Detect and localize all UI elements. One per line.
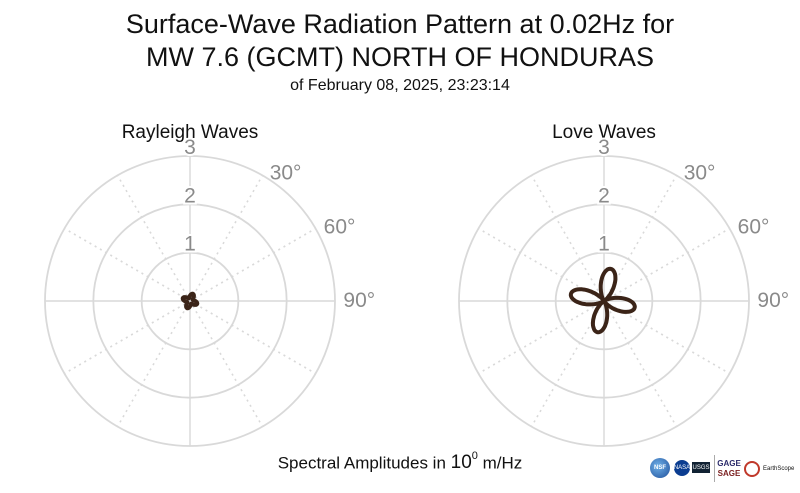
- radial-tick-label: 1: [598, 233, 610, 256]
- radial-gridline-dotted: [530, 175, 605, 302]
- nsf-logo: NSF: [650, 458, 670, 478]
- angle-tick-label: 60°: [324, 215, 356, 238]
- caption-base: 10: [450, 452, 472, 474]
- radial-gridline-dotted: [603, 227, 730, 302]
- range-ring: [92, 203, 288, 399]
- radial-tick-label: 2: [184, 184, 196, 207]
- radial-tick-label: 1: [184, 233, 196, 256]
- radial-gridline-dotted: [189, 300, 316, 375]
- range-ring: [44, 155, 336, 447]
- range-ring: [140, 251, 240, 351]
- chart-subtitle-date: of February 08, 2025, 23:23:14: [290, 77, 510, 94]
- radial-gridline-dotted: [189, 175, 264, 302]
- caption-prefix: Spectral Amplitudes in: [277, 453, 451, 473]
- rayleigh-polar-plot: Rayleigh Waves 1 2 3 30° 60° 90°: [44, 122, 375, 447]
- usgs-logo: USGS: [692, 462, 710, 473]
- nasa-logo: NASA: [674, 460, 690, 476]
- angle-tick-label: 30°: [270, 161, 302, 184]
- angle-tick-label: 90°: [757, 289, 789, 312]
- gage-sage-logo: GAGE SAGE: [714, 455, 743, 482]
- spectral-amplitude-caption: Spectral Amplitudes in 100 m/Hz: [0, 450, 800, 474]
- radiation-pattern-curve: [568, 266, 637, 335]
- sponsor-logos: NSF NASA USGS GAGE SAGE EarthScope: [648, 455, 794, 483]
- radiation-pattern-curve: [180, 291, 200, 311]
- love-polar-plot: Love Waves 1 2 3 30° 60° 90°: [458, 122, 789, 447]
- angle-tick-label: 60°: [738, 215, 770, 238]
- caption-unit: m/Hz: [477, 453, 523, 473]
- radial-gridline-dotted: [189, 300, 264, 427]
- radial-gridline-dotted: [603, 300, 678, 427]
- radial-gridline-dotted: [116, 300, 191, 427]
- polar-plot-title: Rayleigh Waves: [122, 122, 259, 143]
- angle-tick-label: 30°: [684, 161, 716, 184]
- angle-tick-label: 90°: [343, 289, 375, 312]
- range-ring: [458, 155, 750, 447]
- caption-exponent: 0: [471, 450, 478, 462]
- radial-gridline-dotted: [64, 227, 191, 302]
- radial-gridline-dotted: [116, 175, 191, 302]
- chart-title-line-1: Surface-Wave Radiation Pattern at 0.02Hz…: [125, 9, 675, 39]
- range-ring: [506, 203, 702, 399]
- radial-gridline-dotted: [64, 300, 191, 375]
- range-ring: [554, 251, 654, 351]
- earthscope-logo: EarthScope: [744, 457, 794, 481]
- radial-tick-label: 2: [598, 184, 610, 207]
- chart-title-line-2: MW 7.6 (GCMT) NORTH OF HONDURAS: [146, 42, 654, 72]
- radial-tick-label: 3: [598, 136, 610, 159]
- polar-plot-title: Love Waves: [552, 122, 656, 143]
- radial-tick-label: 3: [184, 136, 196, 159]
- radial-gridline-dotted: [189, 227, 316, 302]
- radial-gridline-dotted: [478, 300, 605, 375]
